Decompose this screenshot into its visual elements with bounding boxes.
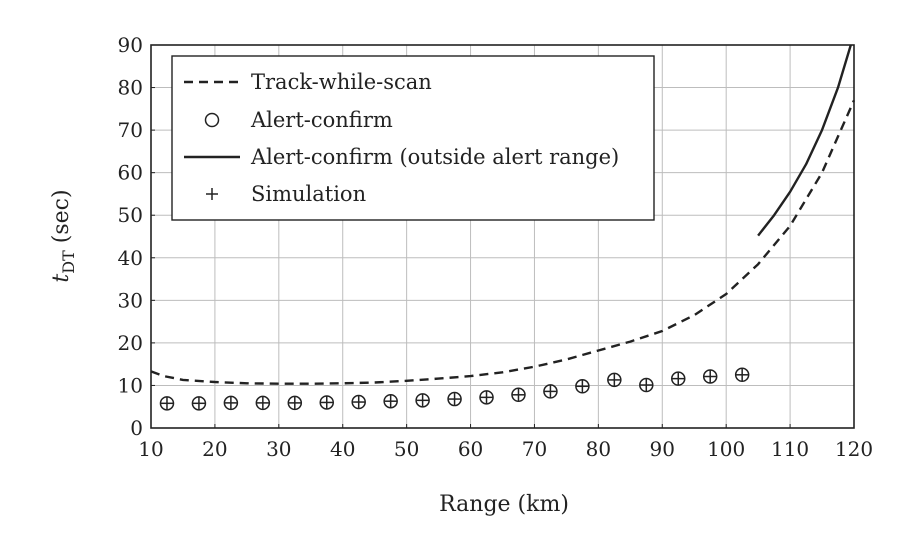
- series-alert-confirm: [159, 367, 750, 411]
- point-simulation: [576, 380, 589, 393]
- point-alert-confirm: [255, 395, 271, 411]
- point-alert-confirm: [383, 393, 398, 409]
- point-simulation: [544, 385, 557, 398]
- legend-label-alert-confirm: Alert-confirm: [250, 108, 393, 132]
- point-alert-confirm: [191, 396, 207, 411]
- point-simulation: [736, 368, 749, 381]
- x-tick-label: 50: [394, 437, 419, 461]
- point-alert-confirm: [511, 387, 526, 403]
- point-alert-confirm: [671, 371, 686, 386]
- point-alert-confirm: [287, 395, 303, 411]
- x-tick-label: 10: [138, 437, 163, 461]
- y-axis-label: tDT (sec): [49, 189, 78, 282]
- x-tick-label: 40: [330, 437, 355, 461]
- series-line-track-while-scan: [150, 99, 856, 385]
- series-simulation: [160, 368, 749, 410]
- y-tick-label: 40: [118, 246, 143, 270]
- legend-swatch-alert-confirm: [204, 112, 220, 128]
- series-track-while-scan: [150, 99, 856, 385]
- point-simulation: [192, 397, 205, 410]
- point-alert-confirm: [734, 367, 750, 383]
- y-tick-label: 10: [118, 373, 143, 397]
- point-alert-confirm: [543, 384, 558, 399]
- point-alert-confirm: [479, 390, 494, 405]
- point-alert-confirm: [351, 394, 366, 410]
- y-axis-label-sub: DT: [59, 250, 78, 274]
- series-line-alert-confirm-outside-alert-range: [757, 44, 852, 237]
- legend-label-track-while-scan: Track-while-scan: [251, 70, 432, 94]
- x-tick-label: 60: [458, 437, 483, 461]
- legend: Track-while-scan Alert-confirm Alert-con…: [171, 55, 655, 221]
- point-alert-confirm: [223, 395, 239, 411]
- point-simulation: [256, 396, 269, 409]
- x-tick-label: 90: [650, 437, 675, 461]
- x-tick-label: 80: [586, 437, 611, 461]
- point-simulation: [512, 388, 525, 401]
- tick-layer: 10 20 30 40 50 60 70 80 90 100 110 1200102030405060…: [118, 33, 874, 461]
- point-simulation: [160, 397, 173, 410]
- point-simulation: [384, 395, 397, 408]
- y-tick-label: 30: [118, 288, 143, 312]
- point-simulation: [416, 394, 429, 407]
- plot-frame: [150, 44, 855, 429]
- point-simulation: [224, 396, 237, 409]
- x-axis-label: Range (km): [439, 492, 569, 517]
- point-simulation: [288, 396, 301, 409]
- legend-label-simulation: Simulation: [251, 182, 366, 206]
- x-tick-label: 30: [266, 437, 291, 461]
- y-axis-label-rest: (sec): [49, 189, 74, 250]
- x-tick-label: 20: [202, 437, 227, 461]
- y-tick-label: 60: [118, 161, 143, 185]
- point-simulation: [320, 396, 333, 409]
- point-simulation: [448, 393, 461, 406]
- point-simulation: [480, 391, 493, 404]
- legend-label-alert-confirm-outside: Alert-confirm (outside alert range): [250, 145, 619, 169]
- y-tick-label: 70: [118, 118, 143, 142]
- y-tick-label: 80: [118, 76, 143, 100]
- x-tick-label: 120: [835, 437, 873, 461]
- x-tick-label: 70: [522, 437, 547, 461]
- legend-swatch-simulation: [206, 188, 218, 200]
- x-tick-label: 110: [771, 437, 809, 461]
- x-tick-label: 100: [707, 437, 745, 461]
- point-alert-confirm: [319, 395, 334, 410]
- legend-box: [171, 55, 655, 221]
- point-simulation: [608, 373, 621, 386]
- point-alert-confirm: [159, 396, 175, 411]
- y-tick-label: 20: [118, 331, 143, 355]
- y-tick-label: 50: [118, 203, 143, 227]
- point-alert-confirm: [447, 391, 462, 407]
- point-simulation: [704, 370, 717, 383]
- series-alert-confirm-outside-alert-range: [757, 44, 852, 237]
- y-tick-label: 90: [118, 33, 143, 57]
- series-layer: [150, 44, 856, 411]
- svg-text:tDT (sec): tDT (sec): [49, 189, 78, 282]
- point-simulation: [672, 372, 685, 385]
- point-alert-confirm: [415, 393, 430, 408]
- y-axis-label-main: t: [49, 274, 74, 283]
- point-alert-confirm: [575, 379, 590, 394]
- y-tick-label: 0: [130, 416, 143, 440]
- point-alert-confirm: [607, 372, 622, 388]
- point-simulation: [640, 379, 653, 392]
- point-alert-confirm: [702, 369, 718, 384]
- point-simulation: [352, 396, 365, 409]
- point-alert-confirm: [639, 377, 654, 393]
